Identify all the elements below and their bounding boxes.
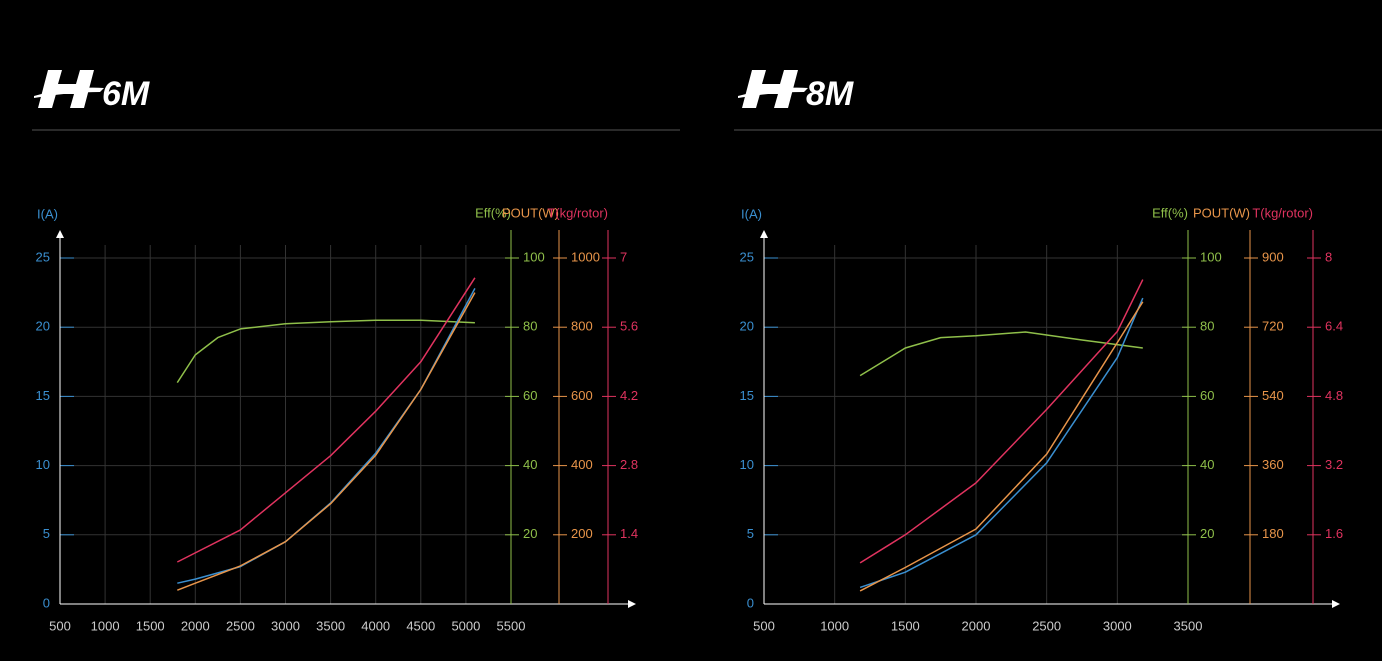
- x-tick-label: 2500: [226, 618, 255, 633]
- right-tick-label: 800: [571, 319, 593, 334]
- logo-swoosh: [34, 87, 104, 98]
- x-tick-label: 4500: [406, 618, 435, 633]
- x-tick-label: 3500: [1174, 618, 1203, 633]
- right-axis-label: POUT(W): [1193, 205, 1250, 220]
- y-axis-label: I(A): [37, 206, 58, 221]
- y-tick-label: 10: [36, 457, 50, 472]
- right-tick-label: 180: [1262, 526, 1284, 541]
- y-tick-label: 25: [36, 249, 50, 264]
- x-tick-label: 500: [753, 618, 775, 633]
- right-axis-label: Eff(%): [1152, 205, 1188, 220]
- right-tick-label: 4.2: [620, 388, 638, 403]
- y-tick-label: 5: [43, 526, 50, 541]
- y-tick-label: 25: [740, 249, 754, 264]
- right-tick-label: 1000: [571, 249, 600, 264]
- logo: [34, 70, 808, 108]
- right-axis-label: Eff(%): [475, 205, 511, 220]
- right-tick-label: 1.6: [1325, 526, 1343, 541]
- x-tick-label: 1000: [91, 618, 120, 633]
- right-tick-label: 7: [620, 249, 627, 264]
- right-tick-label: 80: [1200, 319, 1214, 334]
- right-tick-label: 360: [1262, 457, 1284, 472]
- y-axis-label: I(A): [741, 206, 762, 221]
- logo-swoosh: [738, 87, 808, 98]
- x-tick-label: 1000: [820, 618, 849, 633]
- series-line: [859, 279, 1144, 564]
- right-tick-label: 100: [523, 249, 545, 264]
- y-tick-label: 5: [747, 526, 754, 541]
- right-tick-label: 8: [1325, 249, 1332, 264]
- x-tick-label: 1500: [136, 618, 165, 633]
- x-tick-label: 2500: [1032, 618, 1061, 633]
- y-tick-label: 20: [740, 319, 754, 334]
- y-tick-label: 15: [740, 388, 754, 403]
- y-tick-label: 0: [747, 595, 754, 610]
- logo-h: [742, 70, 798, 108]
- right-tick-label: 40: [523, 457, 537, 472]
- x-tick-label: 4000: [361, 618, 390, 633]
- right-tick-label: 900: [1262, 249, 1284, 264]
- series-line: [859, 297, 1144, 589]
- right-tick-label: 60: [1200, 388, 1214, 403]
- right-tick-label: 1.4: [620, 526, 638, 541]
- right-tick-label: 60: [523, 388, 537, 403]
- right-tick-label: 4.8: [1325, 388, 1343, 403]
- x-tick-label: 3000: [271, 618, 300, 633]
- series-line: [176, 319, 475, 384]
- y-tick-label: 0: [43, 595, 50, 610]
- right-axis-label: T(kg/rotor): [547, 205, 608, 220]
- right-tick-label: 40: [1200, 457, 1214, 472]
- series-line: [859, 301, 1144, 592]
- y-tick-label: 15: [36, 388, 50, 403]
- chart-title: 8M: [806, 75, 854, 113]
- series-line: [176, 277, 476, 563]
- right-tick-label: 6.4: [1325, 319, 1343, 334]
- series-line: [859, 331, 1143, 377]
- right-tick-label: 540: [1262, 388, 1284, 403]
- right-tick-label: 720: [1262, 319, 1284, 334]
- right-tick-label: 100: [1200, 249, 1222, 264]
- x-tick-label: 1500: [891, 618, 920, 633]
- x-tick-label: 5500: [497, 618, 526, 633]
- y-tick-label: 20: [36, 319, 50, 334]
- series-line: [177, 292, 476, 591]
- x-tick-label: 3500: [316, 618, 345, 633]
- logo-h: [38, 70, 94, 108]
- right-tick-label: 200: [571, 526, 593, 541]
- right-axis-label: POUT(W): [502, 205, 559, 220]
- x-tick-label: 3000: [1103, 618, 1132, 633]
- right-tick-label: 400: [571, 457, 593, 472]
- right-axis-label: T(kg/rotor): [1252, 205, 1313, 220]
- x-tick-label: 500: [49, 618, 71, 633]
- x-axis-arrow: [628, 600, 636, 608]
- x-axis-arrow: [1332, 600, 1340, 608]
- x-tick-label: 2000: [181, 618, 210, 633]
- right-tick-label: 2.8: [620, 457, 638, 472]
- right-tick-label: 3.2: [1325, 457, 1343, 472]
- chart-title: 6M: [102, 75, 150, 113]
- x-tick-label: 2000: [962, 618, 991, 633]
- y-axis-arrow: [56, 230, 64, 238]
- right-tick-label: 5.6: [620, 319, 638, 334]
- right-tick-label: 600: [571, 388, 593, 403]
- y-axis-arrow: [760, 230, 768, 238]
- right-tick-label: 80: [523, 319, 537, 334]
- right-tick-label: 20: [1200, 526, 1214, 541]
- x-tick-label: 5000: [451, 618, 480, 633]
- y-tick-label: 10: [740, 457, 754, 472]
- right-tick-label: 20: [523, 526, 537, 541]
